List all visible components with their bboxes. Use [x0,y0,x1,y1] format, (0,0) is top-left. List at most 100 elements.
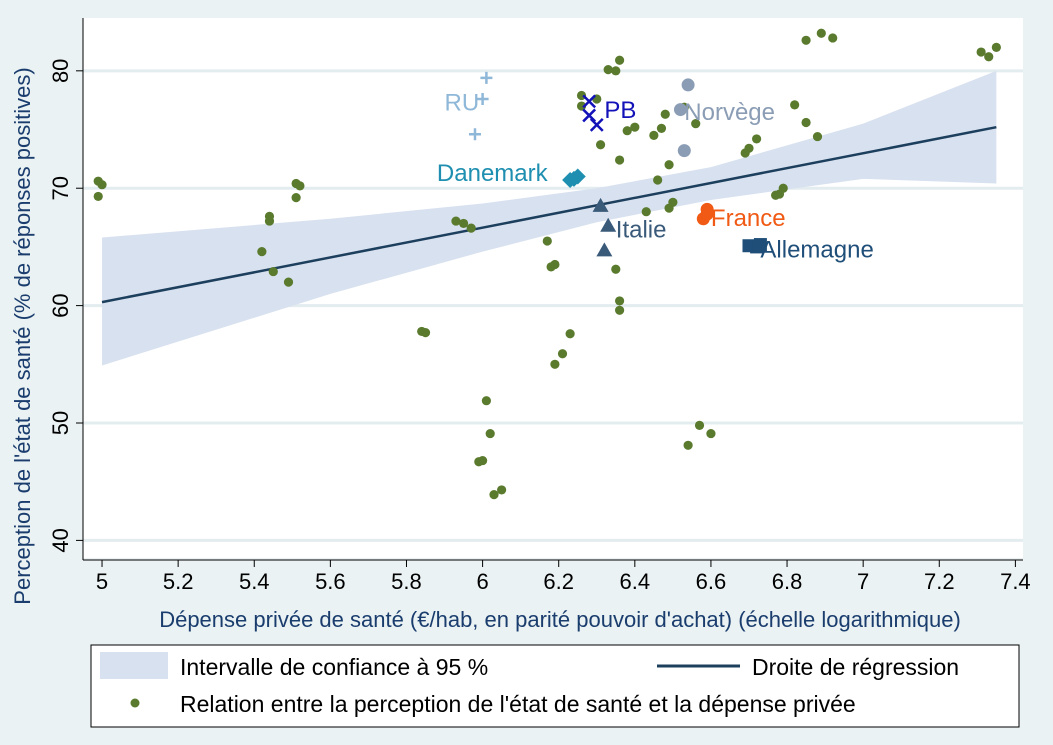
data-point [268,266,278,277]
data-point [668,197,678,207]
data-point [649,130,659,140]
country-marker [677,144,691,158]
x-tick-label: 6.8 [772,569,803,594]
data-point [622,126,632,136]
data-point [614,155,625,165]
data-point [694,420,705,430]
legend-ci-swatch [100,652,168,679]
legend-line-label: Droite de régression [752,654,959,680]
data-point [660,109,670,119]
legend: Intervalle de confiance à 95 % Droite de… [90,644,1020,728]
data-point [614,55,625,65]
country-label: Allemagne [760,236,873,263]
country-marker [673,103,687,117]
y-tick-label: 60 [48,293,73,317]
data-point [489,490,499,500]
data-point [420,328,431,338]
y-axis-ticks: 40 50 60 70 80 [48,59,83,553]
data-point [257,247,267,257]
country-marker [468,128,481,141]
data-point [97,180,107,190]
data-point [706,428,716,439]
data-point [565,329,575,339]
y-tick-label: 40 [48,528,73,552]
data-point [550,259,560,270]
country-label: Danemark [437,160,549,187]
data-point [664,160,674,170]
legend-points-label: Relation entre la perception de l'état d… [180,691,856,717]
data-point [653,175,663,185]
scatter-points [93,28,1001,500]
x-tick-label: 5.6 [315,569,346,594]
x-tick-label: 7.4 [1000,569,1031,594]
data-point [477,455,488,466]
country-label: PB [604,97,636,124]
data-point [691,119,701,129]
x-tick-label: 5.4 [239,569,270,594]
country-marker [681,78,695,92]
data-point [790,100,800,110]
data-point [801,35,811,45]
y-axis-title: Perception de l'état de santé (% de répo… [10,67,35,604]
country-marker [589,117,604,132]
data-point [603,65,613,75]
data-point [264,216,275,226]
country-markers: RU PB Norvège Danemark Italie France Allemagne [437,71,874,263]
data-point [991,42,1001,52]
y-tick-label: 70 [48,176,73,200]
data-point [542,236,552,246]
data-point [611,264,621,274]
country-marker [592,197,609,212]
x-tick-label: 6.4 [620,569,651,594]
data-point [744,143,754,153]
regression-line-group [101,125,997,304]
country-marker [582,94,597,109]
data-point [557,349,568,359]
country-label: France [711,205,786,232]
data-point [466,223,476,233]
legend-point-swatch [130,698,140,708]
x-tick-label: 5.8 [391,569,422,594]
country-marker [582,108,597,123]
country-marker [569,168,586,185]
country-marker [596,242,613,257]
country-marker [600,217,617,232]
confidence-band [102,70,997,366]
x-tick-label: 5.2 [163,569,194,594]
data-point [656,123,667,133]
axes [82,18,1023,561]
x-tick-label: 7.2 [924,569,955,594]
country-marker [476,93,489,105]
x-tick-label: 5 [96,569,108,594]
x-axis-title: Dépense privée de santé (€/hab, en parit… [159,607,961,632]
data-point [984,52,994,62]
data-point [614,305,625,315]
data-point [550,359,560,369]
country-marker [480,71,493,84]
country-label: Italie [616,217,667,244]
x-axis-ticks: 5 5.2 5.4 5.6 5.8 6 6.2 6.4 6.6 6.8 7 7.2 7.4 [96,560,1031,594]
x-tick-label: 6 [476,569,488,594]
data-point [576,101,587,111]
data-point [812,131,823,142]
data-point [451,216,461,226]
data-point [458,218,469,229]
data-point [752,134,762,144]
data-point [295,181,305,191]
legend-ci-label: Intervalle de confiance à 95 % [180,654,488,680]
data-point [778,183,788,193]
gridlines [83,69,1023,542]
x-tick-label: 7 [857,569,869,594]
x-tick-label: 6.6 [696,569,727,594]
y-tick-label: 80 [48,59,73,83]
data-point [283,277,294,287]
data-point [801,117,811,128]
data-point [611,66,621,76]
confidence-interval-band [102,70,997,366]
country-marker [700,202,714,216]
y-tick-label: 50 [48,411,73,435]
country-label: RU [445,90,480,117]
x-tick-label: 6.2 [543,569,574,594]
data-point [683,440,693,450]
